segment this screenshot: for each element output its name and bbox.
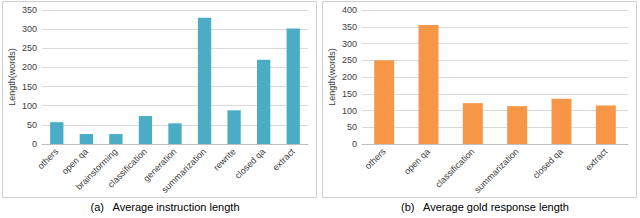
svg-text:rewrite: rewrite [212,146,238,172]
svg-text:0: 0 [352,139,357,149]
svg-text:summarization: summarization [472,146,520,194]
svg-text:250: 250 [22,43,37,53]
svg-text:Length(words): Length(words) [7,48,17,106]
svg-text:100: 100 [22,101,37,111]
svg-text:closed qa: closed qa [233,146,267,180]
svg-text:100: 100 [342,106,357,116]
svg-text:Length(words): Length(words) [327,48,337,106]
svg-text:200: 200 [22,62,37,72]
svg-text:extract: extract [271,146,297,172]
svg-text:summarization: summarization [160,146,208,194]
svg-text:(a) Average instruction leng: (a) Average instruction length [91,201,240,213]
svg-text:closed qa: closed qa [531,146,565,180]
svg-text:others: others [36,146,61,171]
svg-text:brainstorming: brainstorming [73,146,120,192]
svg-text:400: 400 [342,5,357,15]
svg-text:300: 300 [22,24,37,34]
svg-text:150: 150 [22,82,37,92]
svg-text:150: 150 [342,89,357,99]
svg-text:0: 0 [32,139,37,149]
svg-text:50: 50 [27,120,37,130]
svg-text:others: others [363,146,388,171]
svg-text:open qa: open qa [402,146,432,176]
svg-text:classification: classification [106,146,149,189]
svg-text:50: 50 [347,122,357,132]
svg-text:350: 350 [22,5,37,15]
svg-text:300: 300 [342,39,357,49]
svg-text:200: 200 [342,72,357,82]
svg-text:(b) Average gold response le: (b) Average gold response length [401,201,569,213]
svg-text:generation: generation [141,146,179,184]
svg-text:open qa: open qa [60,146,90,176]
svg-text:extract: extract [583,146,609,172]
svg-text:classification: classification [433,146,476,189]
svg-text:250: 250 [342,55,357,65]
svg-text:350: 350 [342,22,357,32]
